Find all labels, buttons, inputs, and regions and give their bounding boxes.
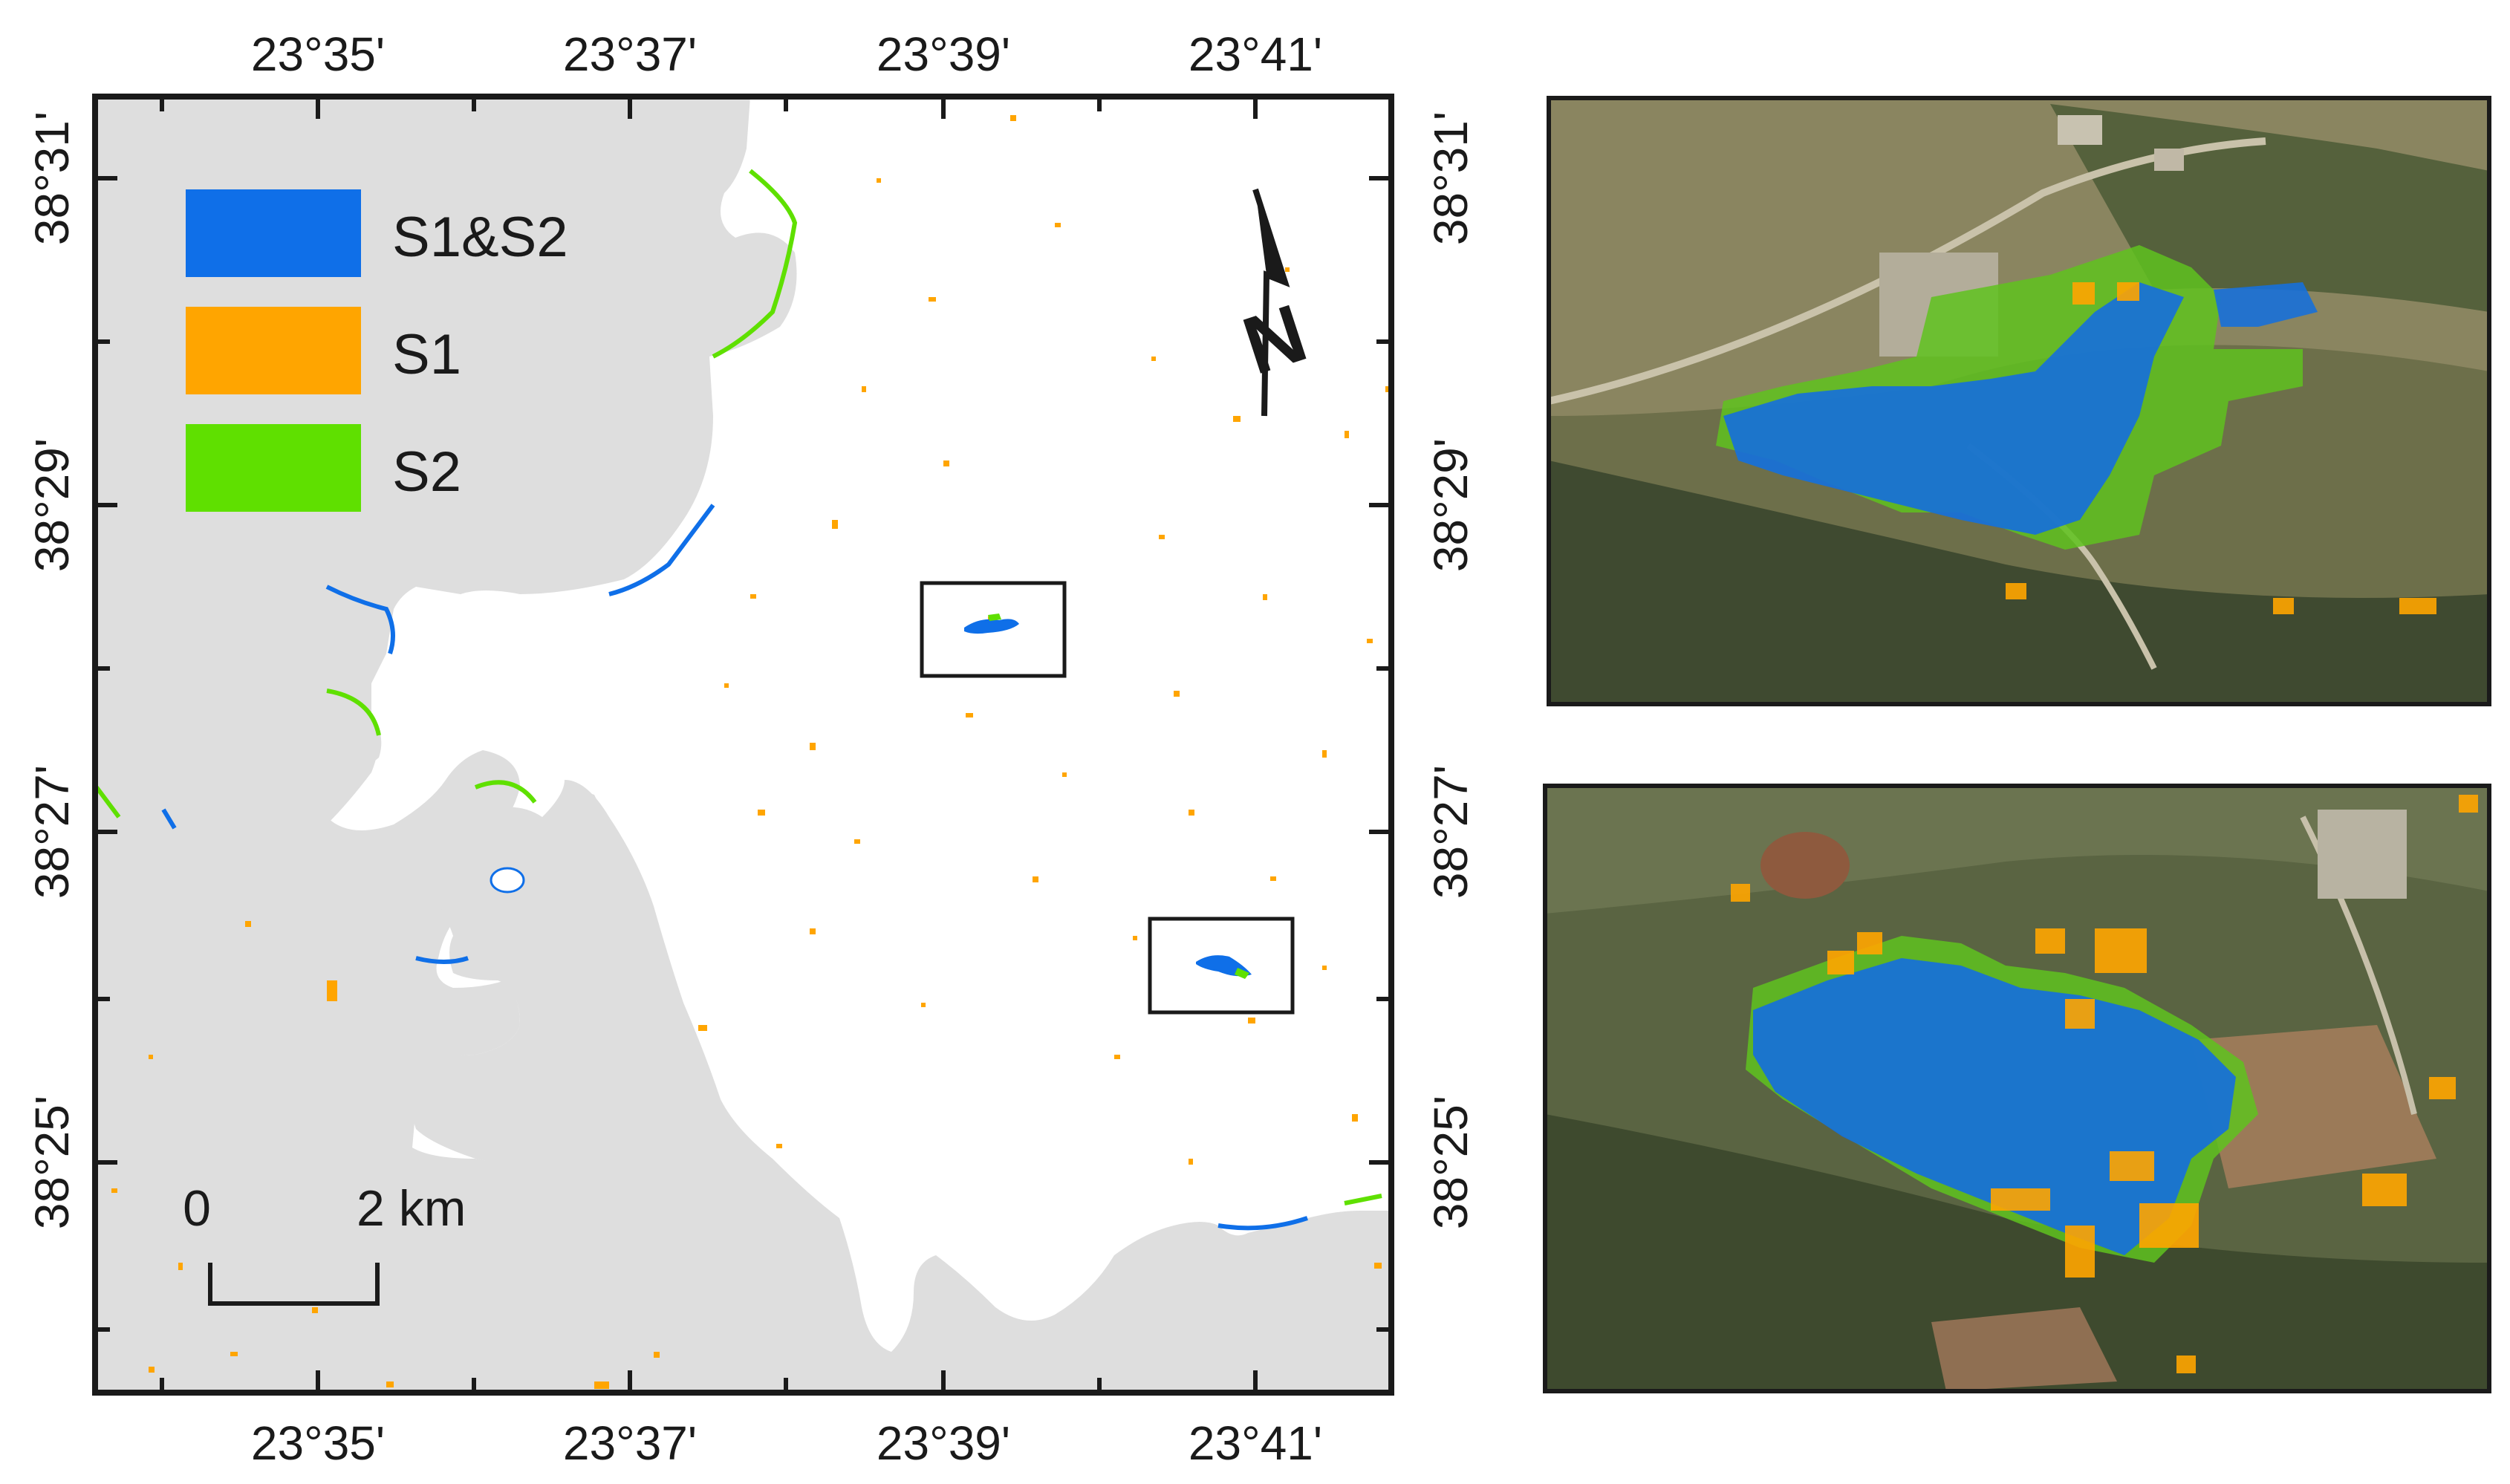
- s1-scatter: [111, 115, 1390, 1389]
- top-lon-label: 23°35': [251, 27, 385, 81]
- legend-label-s1s2: S1&S2: [392, 206, 568, 269]
- bottom-lon-label: 23°39': [877, 1416, 1010, 1470]
- left-lat-label: 38°29': [25, 438, 79, 572]
- map-ticks: [95, 97, 1391, 1393]
- top-lon-label: 23°37': [563, 27, 697, 81]
- detection-box-2: [1148, 917, 1295, 1015]
- top-inset: [1547, 96, 2491, 706]
- bottom-inset: [1543, 784, 2491, 1393]
- scale-bar: 0 2 km: [183, 1180, 466, 1306]
- main-map: 23°35' 23°37' 23°39' 23°41' 23°35' 23°37…: [25, 27, 1477, 1470]
- bottom-lon-label: 23°35': [251, 1416, 385, 1470]
- right-lat-label: 38°25': [1424, 1096, 1477, 1229]
- legend-label-s1: S1: [392, 323, 461, 386]
- legend-label-s2: S2: [392, 440, 461, 504]
- bottom-lon-label: 23°37': [563, 1416, 697, 1470]
- bottom-inset-frame: [1543, 784, 2491, 1393]
- legend-swatch-s2: [186, 424, 361, 512]
- top-inset-frame: [1547, 96, 2491, 706]
- scale-start-label: 0: [183, 1180, 211, 1237]
- right-latitude-labels: 38°31' 38°29' 38°27' 38°25': [1424, 111, 1477, 1229]
- legend: S1&S2 S1 S2: [186, 189, 568, 512]
- right-lat-label: 38°27': [1424, 765, 1477, 899]
- water-gulf: [409, 780, 1391, 1393]
- legend-swatch-s1: [186, 307, 361, 394]
- bottom-longitude-labels: 23°35' 23°37' 23°39' 23°41': [251, 1416, 1322, 1470]
- top-lon-label: 23°41': [1189, 27, 1322, 81]
- left-lat-label: 38°31': [25, 111, 79, 245]
- left-lat-label: 38°25': [25, 1096, 79, 1229]
- top-lon-label: 23°39': [877, 27, 1010, 81]
- right-lat-label: 38°29': [1424, 438, 1477, 572]
- map-frame: [92, 94, 1394, 1396]
- water-area: [95, 97, 797, 1393]
- island: [490, 867, 525, 894]
- scale-end-label: 2 km: [357, 1180, 466, 1237]
- left-lat-label: 38°27': [25, 765, 79, 899]
- legend-swatch-s1s2: [186, 189, 361, 277]
- bottom-lon-label: 23°41': [1189, 1416, 1322, 1470]
- coastline-detections: [94, 169, 1382, 1231]
- detection-box-1: [920, 581, 1067, 678]
- left-latitude-labels: 38°31' 38°29' 38°27' 38°25': [25, 111, 79, 1229]
- top-longitude-labels: 23°35' 23°37' 23°39' 23°41': [251, 27, 1322, 81]
- right-lat-label: 38°31': [1424, 111, 1477, 245]
- water-bay-center: [169, 691, 379, 876]
